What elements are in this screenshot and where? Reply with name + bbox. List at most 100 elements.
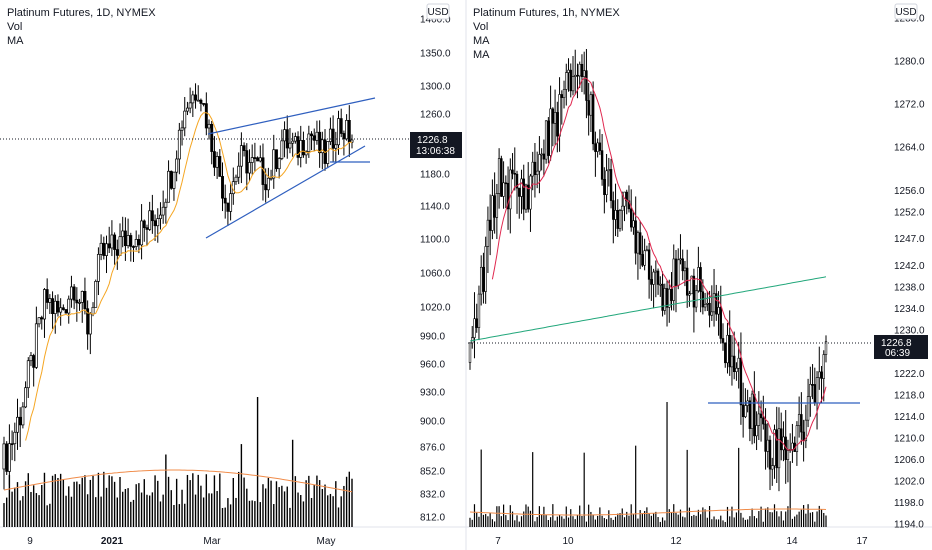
hourly-candle-body: [706, 302, 709, 305]
daily-candle-body: [167, 170, 171, 203]
hourly-candle-body: [768, 439, 772, 470]
hourly-candle-body: [506, 182, 510, 210]
daily-last-price-tag: [410, 132, 462, 158]
hourly-candle-body: [502, 182, 505, 197]
daily-candle-body: [291, 140, 295, 144]
hourly-candle-body: [721, 338, 725, 344]
hourly-candle-body: [733, 355, 736, 373]
daily-candle-body: [342, 133, 346, 140]
hourly-candle-body: [791, 442, 794, 450]
hourly-price-tick-label: 1198.0: [894, 498, 924, 509]
hourly-price-tick-label: 1247.0: [894, 234, 925, 245]
daily-time-axis[interactable]: 9 2021 Mar May: [27, 536, 335, 547]
hourly-candle-body: [486, 219, 490, 247]
daily-candle-body: [345, 120, 349, 140]
hourly-candle-body: [694, 290, 698, 308]
hourly-candle-body: [730, 355, 734, 368]
daily-candle-body: [307, 133, 311, 152]
hourly-candle-body: [605, 170, 608, 195]
hourly-candle-body: [645, 249, 649, 252]
hourly-candle-body: [488, 219, 492, 231]
daily-candle-body: [350, 139, 354, 143]
daily-candle-body: [199, 99, 203, 104]
hourly-currency-label: USD: [895, 7, 916, 18]
hourly-candle-body: [797, 414, 801, 426]
hourly-chart-title: Platinum Futures, 1h, NYMEX: [473, 7, 620, 19]
daily-candle-body: [266, 177, 270, 191]
hourly-time-axis[interactable]: 7 10 12 14 17: [495, 536, 868, 547]
hourly-candle-body: [683, 267, 687, 272]
daily-currency-button[interactable]: [426, 3, 450, 20]
hourly-candle-body: [520, 178, 523, 197]
daily-candle-body: [88, 313, 92, 335]
hourly-currency-button[interactable]: [894, 3, 918, 20]
hourly-candle-body: [719, 307, 722, 339]
hourly-candle-body: [674, 258, 678, 286]
daily-price-tick-label: 1060.0: [420, 269, 451, 280]
hourly-time-tick-label: 14: [786, 536, 798, 547]
hourly-price-axis[interactable]: 1194.0 1198.0 1202.0 1206.0 1210.0 1214.0 1218…: [894, 14, 925, 531]
hourly-candle-body: [681, 258, 684, 272]
hourly-candle-body: [739, 357, 743, 406]
daily-price-tick-label: 1140.0: [420, 202, 450, 213]
daily-indicator-vol[interactable]: Vol: [7, 21, 22, 33]
hourly-candle-body: [715, 293, 718, 315]
daily-candle-body: [258, 157, 262, 162]
daily-candle-body: [272, 149, 276, 179]
daily-candle-body: [53, 300, 57, 314]
hourly-candle-body: [804, 419, 808, 442]
hourly-candle-body: [815, 377, 819, 404]
daily-indicator-ma[interactable]: MA: [7, 35, 24, 47]
hourly-price-tick-label: 1238.0: [894, 283, 925, 294]
hourly-candle-body: [477, 293, 481, 328]
daily-candles: [2, 83, 354, 490]
hourly-indicator-vol[interactable]: Vol: [473, 21, 488, 33]
hourly-candle-body: [533, 161, 537, 175]
hourly-price-tick-label: 1280.0: [894, 57, 925, 68]
daily-candle-body: [126, 235, 130, 247]
daily-price-tick-label: 1350.0: [420, 49, 451, 60]
hourly-candle-body: [571, 76, 575, 92]
hourly-candle-body: [560, 94, 563, 98]
hourly-candle-body: [596, 142, 599, 152]
daily-candle-body: [105, 243, 108, 256]
hourly-candle-body: [609, 169, 613, 201]
hourly-candle-body: [813, 384, 817, 404]
hourly-candle-body: [744, 405, 747, 418]
hourly-candle-body: [748, 400, 752, 429]
hourly-candle-body: [518, 187, 521, 197]
wedge-lower-trendline[interactable]: [205, 145, 366, 239]
hourly-indicator-ma-2[interactable]: MA: [473, 49, 490, 61]
hourly-candle-body: [473, 318, 476, 338]
daily-currency-label: USD: [427, 7, 448, 18]
hourly-candle-body: [766, 439, 769, 452]
wedge-upper-trendline[interactable]: [207, 97, 376, 135]
hourly-candle-body: [632, 220, 635, 228]
hourly-chart-panel[interactable]: Platinum Futures, 1h, NYMEX Vol MA MA 11…: [468, 3, 928, 547]
daily-price-axis[interactable]: 812.0 832.0 852.0 876.0 900.0 930.0 960.0 990.0…: [420, 15, 451, 524]
hourly-candle-body: [636, 232, 640, 254]
hourly-candle-body: [659, 283, 662, 286]
hourly-candle-body: [650, 279, 653, 285]
hourly-candle-body: [616, 210, 619, 229]
daily-candle-body: [150, 210, 154, 222]
daily-candle-body: [51, 298, 55, 314]
hourly-candle-body: [479, 266, 483, 295]
daily-candle-body: [153, 220, 157, 227]
daily-candle-body: [72, 286, 76, 301]
hourly-candle-body: [567, 69, 570, 73]
daily-candle-body: [67, 298, 71, 314]
daily-price-tick-label: 930.0: [420, 388, 445, 399]
daily-chart-panel[interactable]: Platinum Futures, 1D, NYMEX Vol MA 812.0…: [0, 3, 462, 547]
hourly-indicator-ma-1[interactable]: MA: [473, 35, 490, 47]
hourly-candle-body: [621, 205, 624, 211]
daily-candle-body: [86, 308, 90, 335]
hourly-candle-body: [612, 200, 615, 220]
hourly-candle-body: [491, 195, 494, 231]
daily-candle-body: [94, 281, 98, 308]
daily-candle-body: [69, 286, 73, 300]
daily-price-tick-label: 1260.0: [420, 110, 451, 121]
daily-candle-body: [80, 291, 84, 303]
hourly-candle-body: [786, 450, 790, 460]
